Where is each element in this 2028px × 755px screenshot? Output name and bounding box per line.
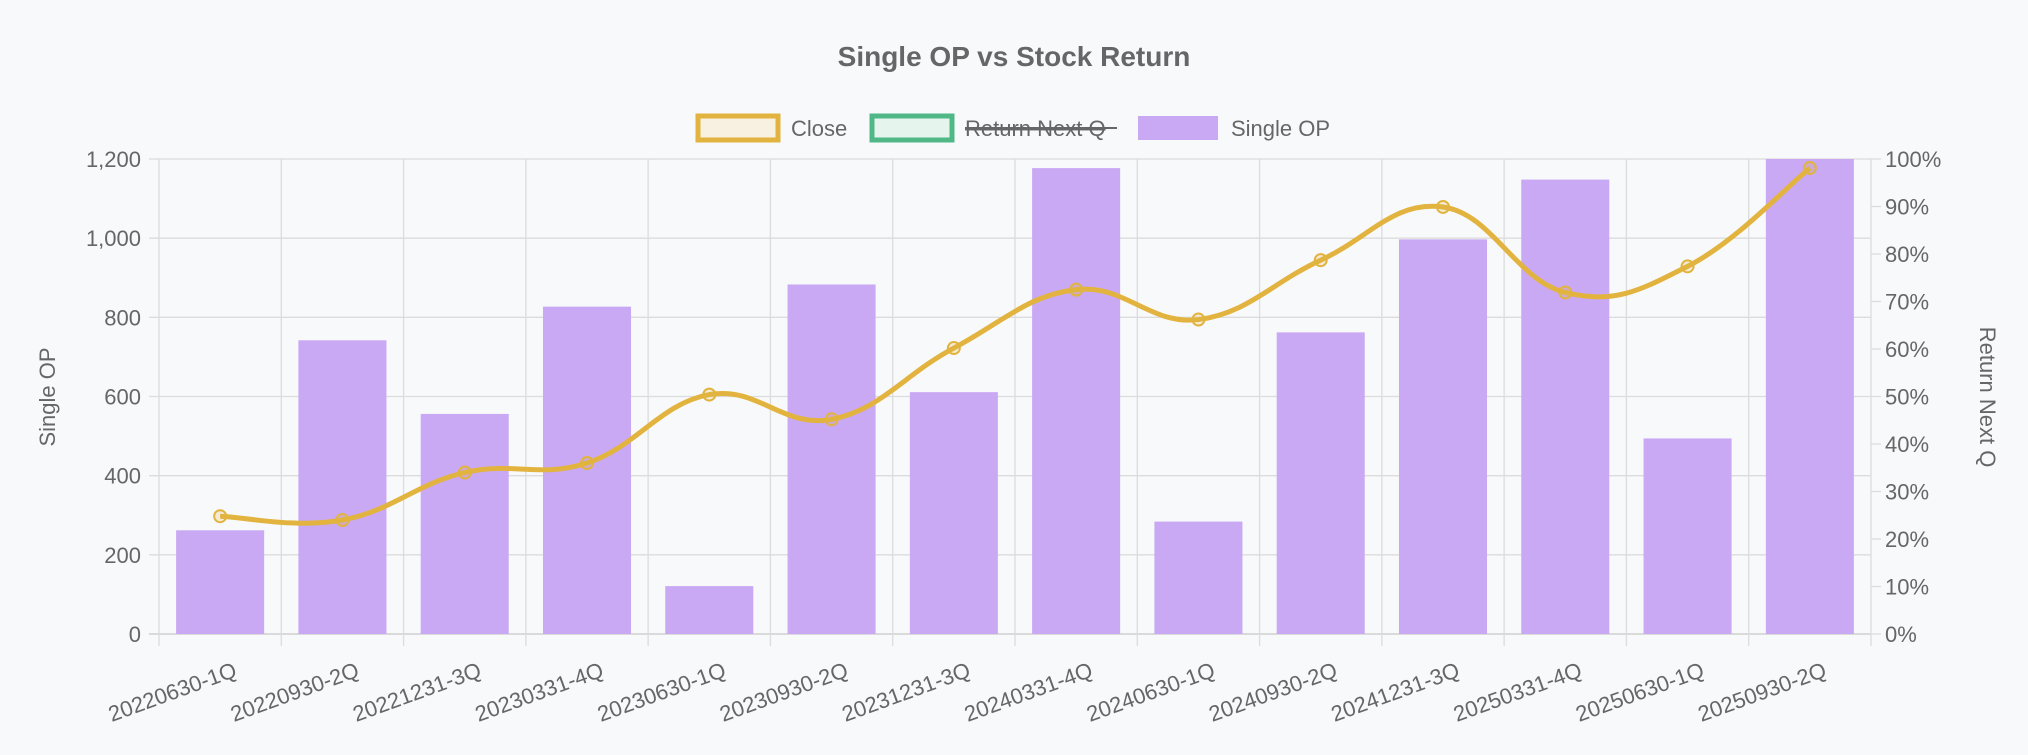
bar-single-op [1765, 159, 1854, 634]
point-close [1313, 253, 1328, 268]
x-tick-label: 20250630-1Q [1572, 657, 1707, 727]
legend-label: Close [791, 116, 847, 141]
point-close [1436, 199, 1450, 214]
bars [176, 159, 1854, 635]
bar-single-op [176, 530, 265, 634]
legend-swatch [695, 113, 781, 143]
y2-tick-label: 0% [1885, 622, 1917, 647]
y-tick-label: 600 [104, 385, 141, 410]
x-tick-label: 20240930-2Q [1205, 657, 1340, 727]
y2-tick-label: 30% [1885, 480, 1929, 505]
y2-tick-label: 70% [1885, 290, 1929, 315]
x-tick-label: 20230930-2Q [716, 657, 851, 727]
bar-single-op [1032, 168, 1121, 634]
legend-swatch [1138, 116, 1218, 140]
lines [213, 161, 1817, 527]
point-close [1191, 312, 1206, 327]
legend-item-close[interactable]: Close [695, 113, 847, 143]
y2-tick-label: 60% [1885, 337, 1929, 362]
y-tick-label: 400 [104, 464, 141, 489]
chart-title: Single OP vs Stock Return [838, 41, 1191, 72]
x-tick-label: 20230331-4Q [472, 657, 607, 727]
bar-single-op [1398, 239, 1488, 634]
x-tick-label: 20220630-1Q [105, 657, 240, 727]
point-close [335, 513, 350, 527]
bar-single-op [1643, 438, 1732, 634]
bar-single-op [298, 340, 387, 634]
point-close [1802, 161, 1817, 176]
point-close [457, 465, 472, 480]
grid [149, 158, 1881, 646]
bar-single-op [909, 392, 998, 634]
x-tick-label: 20240630-1Q [1083, 657, 1218, 727]
y2-tick-label: 50% [1885, 385, 1929, 410]
legend-swatch [869, 113, 955, 143]
legend: Close Return Next Q Single OP [695, 113, 1330, 143]
bar-single-op [787, 284, 876, 634]
y2-tick-label: 80% [1885, 242, 1929, 267]
bar-single-op [1276, 332, 1365, 634]
y2-tick-label: 90% [1885, 195, 1929, 220]
point-close [1069, 282, 1084, 297]
y2-tick-label: 10% [1885, 575, 1929, 600]
bar-single-op [420, 413, 509, 634]
x-tick-label: 20250930-2Q [1695, 657, 1830, 727]
y-tick-label: 800 [104, 305, 141, 330]
y-axis-label: Single OP [35, 347, 60, 446]
point-close [1558, 285, 1573, 300]
y2-tick-label: 100% [1885, 147, 1941, 172]
point-close [702, 387, 717, 402]
x-tick-label: 20250331-4Q [1450, 657, 1585, 727]
point-close [1680, 259, 1695, 274]
bar-single-op [1154, 521, 1243, 634]
legend-label: Single OP [1231, 116, 1330, 141]
point-close [946, 341, 961, 356]
point-close [580, 456, 594, 470]
point-close [824, 412, 839, 427]
x-tick-label: 20230630-1Q [594, 657, 729, 727]
y2-tick-label: 20% [1885, 527, 1929, 552]
point-close [213, 509, 228, 524]
line-close [220, 166, 1812, 526]
y-tick-label: 200 [104, 543, 141, 568]
y-tick-label: 0 [129, 622, 141, 647]
y-tick-label: 1,200 [86, 147, 141, 172]
legend-item-single-op[interactable]: Single OP [1138, 116, 1330, 141]
x-tick-label: 20220930-2Q [227, 657, 362, 727]
y2-tick-label: 40% [1885, 432, 1929, 457]
y-tick-label: 1,000 [86, 226, 141, 251]
bar-single-op [665, 586, 754, 634]
x-tick-label: 20241231-3Q [1328, 657, 1463, 727]
x-tick-label: 20240331-4Q [961, 657, 1096, 727]
x-tick-label: 20231231-3Q [839, 657, 974, 727]
bar-single-op [1521, 179, 1610, 635]
x-tick-label: 20221231-3Q [349, 657, 484, 727]
y2-axis-label: Return Next Q [1975, 327, 2000, 468]
